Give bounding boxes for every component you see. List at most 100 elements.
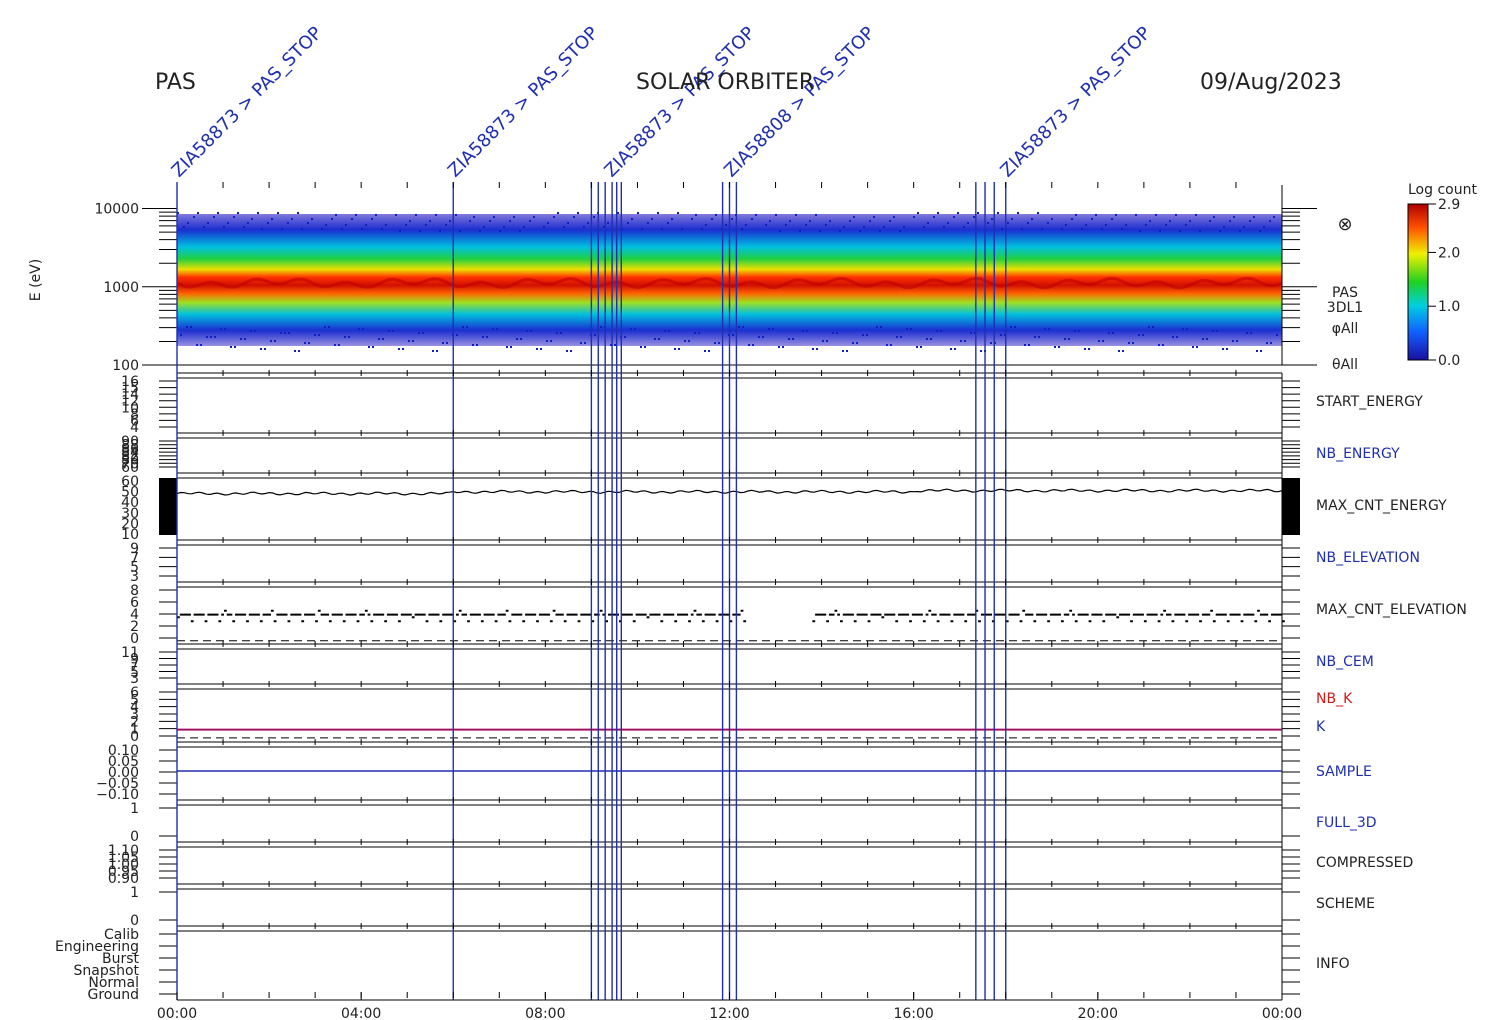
spectrogram-pixel [1199, 230, 1201, 232]
spectrogram-pixel [264, 348, 266, 350]
spectrogram-pixel [243, 226, 245, 228]
spectrogram-pixel [584, 342, 586, 344]
spectrogram-pixel [825, 224, 827, 226]
spectrogram-pixel [435, 214, 437, 216]
spectrogram-pixel [1212, 330, 1214, 332]
panel-tick-label: 12 [121, 394, 139, 410]
spectrogram-pixel [1256, 350, 1258, 352]
spectrogram-pixel [412, 340, 414, 342]
spectrogram-pixel [573, 216, 575, 218]
spectrogram-pixel [587, 222, 589, 224]
spectrogram-pixel [314, 334, 316, 336]
spectrogram-pixel [307, 222, 309, 224]
spectrogram-pixel [1034, 336, 1036, 338]
panel-tick-label: 86 [121, 441, 139, 457]
spectrogram-pixel [668, 330, 670, 332]
spectrogram-pixel [298, 350, 300, 352]
time-tick-label: 00:00 [1262, 1006, 1302, 1020]
spectrogram-pixel [1101, 228, 1103, 230]
spectrogram-pixel [304, 342, 306, 344]
spectrogram-pixel [772, 328, 774, 330]
spectrogram-pixel [206, 336, 208, 338]
spectrogram-pixel [1270, 342, 1272, 344]
spectrogram-pixel [1206, 338, 1208, 340]
panel-tick-label: 2 [130, 619, 139, 635]
spectrogram-pixel [715, 214, 717, 216]
panel-tick-label: 90 [121, 434, 139, 450]
spectrogram-pixel [476, 344, 478, 346]
spectrogram-pixel [674, 348, 676, 350]
panel-label-compressed: COMPRESSED [1316, 855, 1413, 871]
spectrogram-pixel [822, 340, 824, 342]
panel-tick-label: 30 [121, 506, 139, 522]
spectrogram-pixel [927, 222, 929, 224]
spectrogram-pixel [526, 330, 528, 332]
panel-tick-label: Snapshot [74, 963, 140, 979]
spectrogram-pixel [688, 340, 690, 342]
spectrogram-pixel [826, 340, 828, 342]
spectrogram-pixel [789, 220, 791, 222]
spectrogram-pixel [1021, 228, 1023, 230]
spectrogram-pixel [954, 348, 956, 350]
spectrogram-pixel [183, 226, 185, 228]
panel-tick-label: 15 [121, 381, 139, 397]
spectrogram-pixel [1000, 334, 1002, 336]
spectrogram-pixel [809, 220, 811, 222]
spectrogram-pixel [691, 218, 693, 220]
spectrogram-pixel [402, 348, 404, 350]
panel-scheme: 1 0 SCHEME [130, 883, 1375, 929]
panel-tick-label: 0 [130, 631, 139, 647]
spectrogram-pixel [297, 212, 299, 214]
spectrogram-pixel [1175, 214, 1177, 216]
spectrogram-pixel [224, 328, 226, 330]
spectrogram-pixel [271, 218, 273, 220]
spectrogram-pixel [829, 220, 831, 222]
spectrogram-pixel [677, 212, 679, 214]
spectrogram-pixel [442, 342, 444, 344]
spectrogram-pixel [866, 334, 868, 336]
spectrogram-pixel [594, 334, 596, 336]
spectrogram-pixel [778, 346, 780, 348]
spectrogram-pixel [926, 338, 928, 340]
panel-info: CalibEngineeringBurstSnapshotNormalGroun… [55, 925, 1350, 1003]
panel-label-info: INFO [1316, 956, 1350, 972]
spectrogram-pixel [1068, 338, 1070, 340]
spectrogram-pixel [698, 332, 700, 334]
spectrogram-pixel [1125, 224, 1127, 226]
spectrogram-pixel [520, 338, 522, 340]
spectrogram-pixel [802, 330, 804, 332]
spectrogram-pixel [234, 346, 236, 348]
spectrogram-pixel [964, 340, 966, 342]
spectrogram-pixel [788, 338, 790, 340]
panel-tick-label: 60 [121, 474, 139, 490]
spectrogram-pixel [1165, 224, 1167, 226]
spectrogram-pixel [1273, 216, 1275, 218]
spectrogram-pixel [455, 214, 457, 216]
spectrogram-pixel [419, 230, 421, 232]
spectrogram-pixel [799, 230, 801, 232]
colorbar-tick-label: 0.0 [1438, 353, 1460, 369]
panel-tick-label: −0.05 [96, 776, 139, 792]
spectrogram-pixel [1111, 218, 1113, 220]
panel-label-start_energy: START_ENERGY [1316, 394, 1423, 410]
spectrogram-pixel [906, 328, 908, 330]
spectrogram-pixel [405, 224, 407, 226]
time-tick-label: 20:00 [1078, 1006, 1118, 1020]
spectrogram-pixel [916, 346, 918, 348]
spectrogram-pixel [385, 224, 387, 226]
spectrogram-pixel [600, 326, 602, 328]
spectrogram-pixel [896, 336, 898, 338]
spectrogram-pixel [483, 226, 485, 228]
spectrogram-pixel [836, 332, 838, 334]
spectrogram-pixel [371, 218, 373, 220]
spectrogram-pixel [529, 220, 531, 222]
spectrogram-pixel [1075, 214, 1077, 216]
spectrogram-pixel [200, 344, 202, 346]
spectrogram-pixel [782, 346, 784, 348]
spectrogram-pixel [647, 222, 649, 224]
spectrogram-label: θAll [1332, 357, 1358, 373]
instrument-title: PAS [155, 70, 196, 95]
spectrogram-pixel [563, 226, 565, 228]
